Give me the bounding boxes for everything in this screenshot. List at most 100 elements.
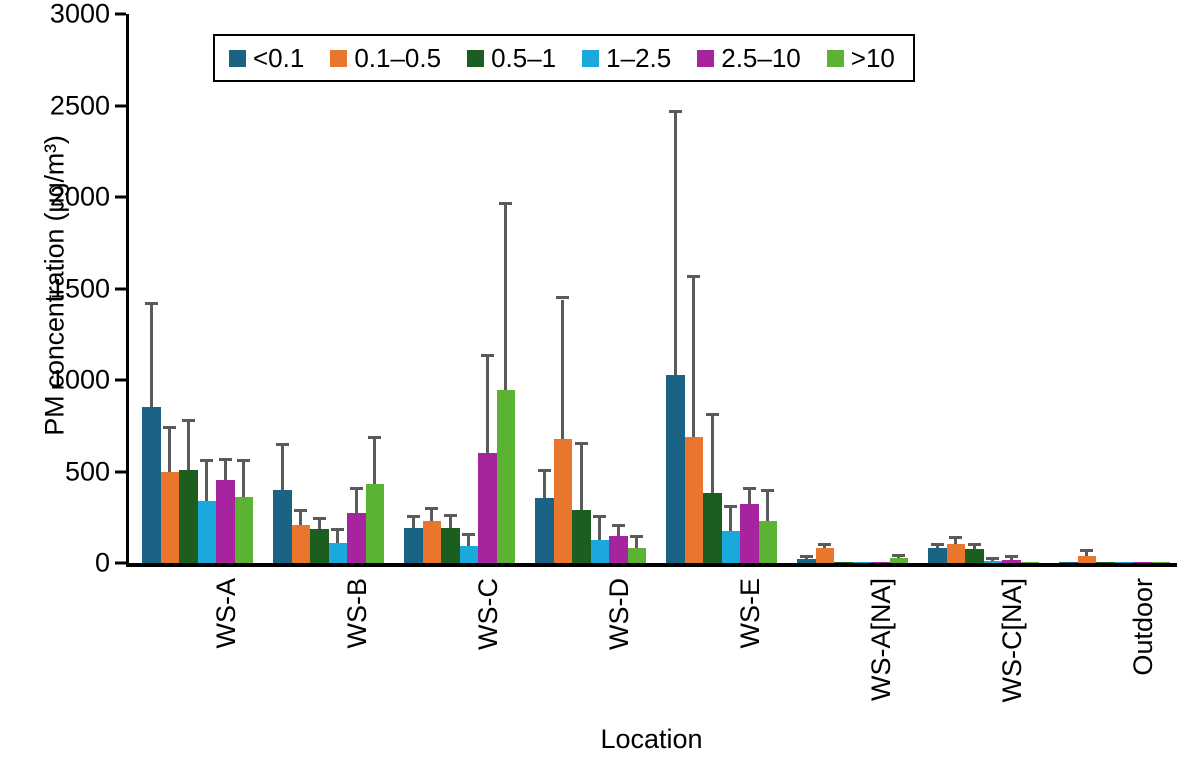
bar[interactable] [160, 472, 179, 563]
bar[interactable] [983, 560, 1002, 563]
bar-slot[interactable] [234, 14, 253, 563]
bar-slot[interactable] [684, 14, 703, 563]
bar[interactable] [965, 549, 984, 563]
bar-slot[interactable] [328, 14, 347, 563]
bar-slot[interactable] [347, 14, 366, 563]
bar-slot[interactable] [965, 14, 984, 563]
bar-slot[interactable] [590, 14, 609, 563]
bar-slot[interactable] [1114, 14, 1133, 563]
bar-slot[interactable] [310, 14, 329, 563]
bar-slot[interactable] [179, 14, 198, 563]
bar[interactable] [1133, 561, 1152, 563]
bar-slot[interactable] [1059, 14, 1078, 563]
bar[interactable] [871, 561, 890, 563]
bar[interactable] [627, 548, 646, 563]
bar[interactable] [684, 436, 703, 563]
bar-slot[interactable] [834, 14, 853, 563]
bar-slot[interactable] [852, 14, 871, 563]
bar-slot[interactable] [441, 14, 460, 563]
bar-slot[interactable] [1020, 14, 1039, 563]
bar-slot[interactable] [273, 14, 292, 563]
bar[interactable] [1059, 561, 1078, 563]
bar[interactable] [328, 542, 347, 563]
bar-slot[interactable] [160, 14, 179, 563]
bar-slot[interactable] [535, 14, 554, 563]
bar-slot[interactable] [627, 14, 646, 563]
legend-item[interactable]: 0.1–0.5 [330, 45, 441, 71]
bar-slot[interactable] [291, 14, 310, 563]
bar-slot[interactable] [404, 14, 423, 563]
bar[interactable] [740, 504, 759, 563]
bar-slot[interactable] [572, 14, 591, 563]
legend-item[interactable]: 2.5–10 [697, 45, 801, 71]
bar-slot[interactable] [1133, 14, 1152, 563]
bar[interactable] [365, 484, 384, 563]
bar[interactable] [197, 500, 216, 563]
bar-slot[interactable] [740, 14, 759, 563]
bar-slot[interactable] [797, 14, 816, 563]
bar[interactable] [404, 528, 423, 563]
bar[interactable] [1096, 561, 1115, 563]
bar[interactable] [721, 530, 740, 563]
bar[interactable] [1077, 555, 1096, 563]
bar[interactable] [535, 498, 554, 563]
bar-slot[interactable] [946, 14, 965, 563]
bar-slot[interactable] [721, 14, 740, 563]
bar[interactable] [666, 374, 685, 563]
bar-slot[interactable] [459, 14, 478, 563]
bar[interactable] [291, 524, 310, 563]
bar[interactable] [1002, 559, 1021, 563]
legend-item[interactable]: 0.5–1 [467, 45, 556, 71]
bar-slot[interactable] [1002, 14, 1021, 563]
bar[interactable] [572, 509, 591, 563]
bar-slot[interactable] [197, 14, 216, 563]
bar-slot[interactable] [889, 14, 908, 563]
bar[interactable] [1114, 561, 1133, 563]
bar-slot[interactable] [703, 14, 722, 563]
bar-slot[interactable] [1096, 14, 1115, 563]
legend-item[interactable]: <0.1 [229, 45, 304, 71]
bar[interactable] [234, 497, 253, 563]
bar[interactable] [797, 559, 816, 563]
bar-slot[interactable] [496, 14, 515, 563]
bar-slot[interactable] [983, 14, 1002, 563]
bar-slot[interactable] [758, 14, 777, 563]
bar[interactable] [758, 520, 777, 563]
bar-slot[interactable] [815, 14, 834, 563]
bar[interactable] [590, 540, 609, 563]
legend-item[interactable]: 1–2.5 [582, 45, 671, 71]
bar[interactable] [609, 536, 628, 563]
bar-slot[interactable] [871, 14, 890, 563]
bar[interactable] [347, 512, 366, 563]
bar-slot[interactable] [609, 14, 628, 563]
bar-slot[interactable] [928, 14, 947, 563]
bar[interactable] [834, 561, 853, 563]
bar-slot[interactable] [422, 14, 441, 563]
bar[interactable] [553, 439, 572, 563]
bar-slot[interactable] [142, 14, 161, 563]
bar-slot[interactable] [365, 14, 384, 563]
bar[interactable] [459, 545, 478, 563]
bar[interactable] [478, 453, 497, 563]
bar[interactable] [216, 479, 235, 563]
bar[interactable] [310, 529, 329, 563]
bar-slot[interactable] [1077, 14, 1096, 563]
bar[interactable] [496, 390, 515, 563]
bar[interactable] [1020, 561, 1039, 563]
bar[interactable] [889, 558, 908, 563]
bar[interactable] [1151, 561, 1170, 563]
bar[interactable] [928, 548, 947, 563]
bar[interactable] [703, 492, 722, 563]
bar-slot[interactable] [216, 14, 235, 563]
bar[interactable] [852, 561, 871, 563]
bar[interactable] [142, 407, 161, 563]
legend-item[interactable]: >10 [826, 45, 895, 71]
bar-slot[interactable] [1151, 14, 1170, 563]
bar[interactable] [422, 520, 441, 563]
bar[interactable] [946, 543, 965, 563]
bar-slot[interactable] [666, 14, 685, 563]
bar[interactable] [273, 489, 292, 563]
bar-slot[interactable] [553, 14, 572, 563]
bar[interactable] [179, 469, 198, 563]
bar-slot[interactable] [478, 14, 497, 563]
